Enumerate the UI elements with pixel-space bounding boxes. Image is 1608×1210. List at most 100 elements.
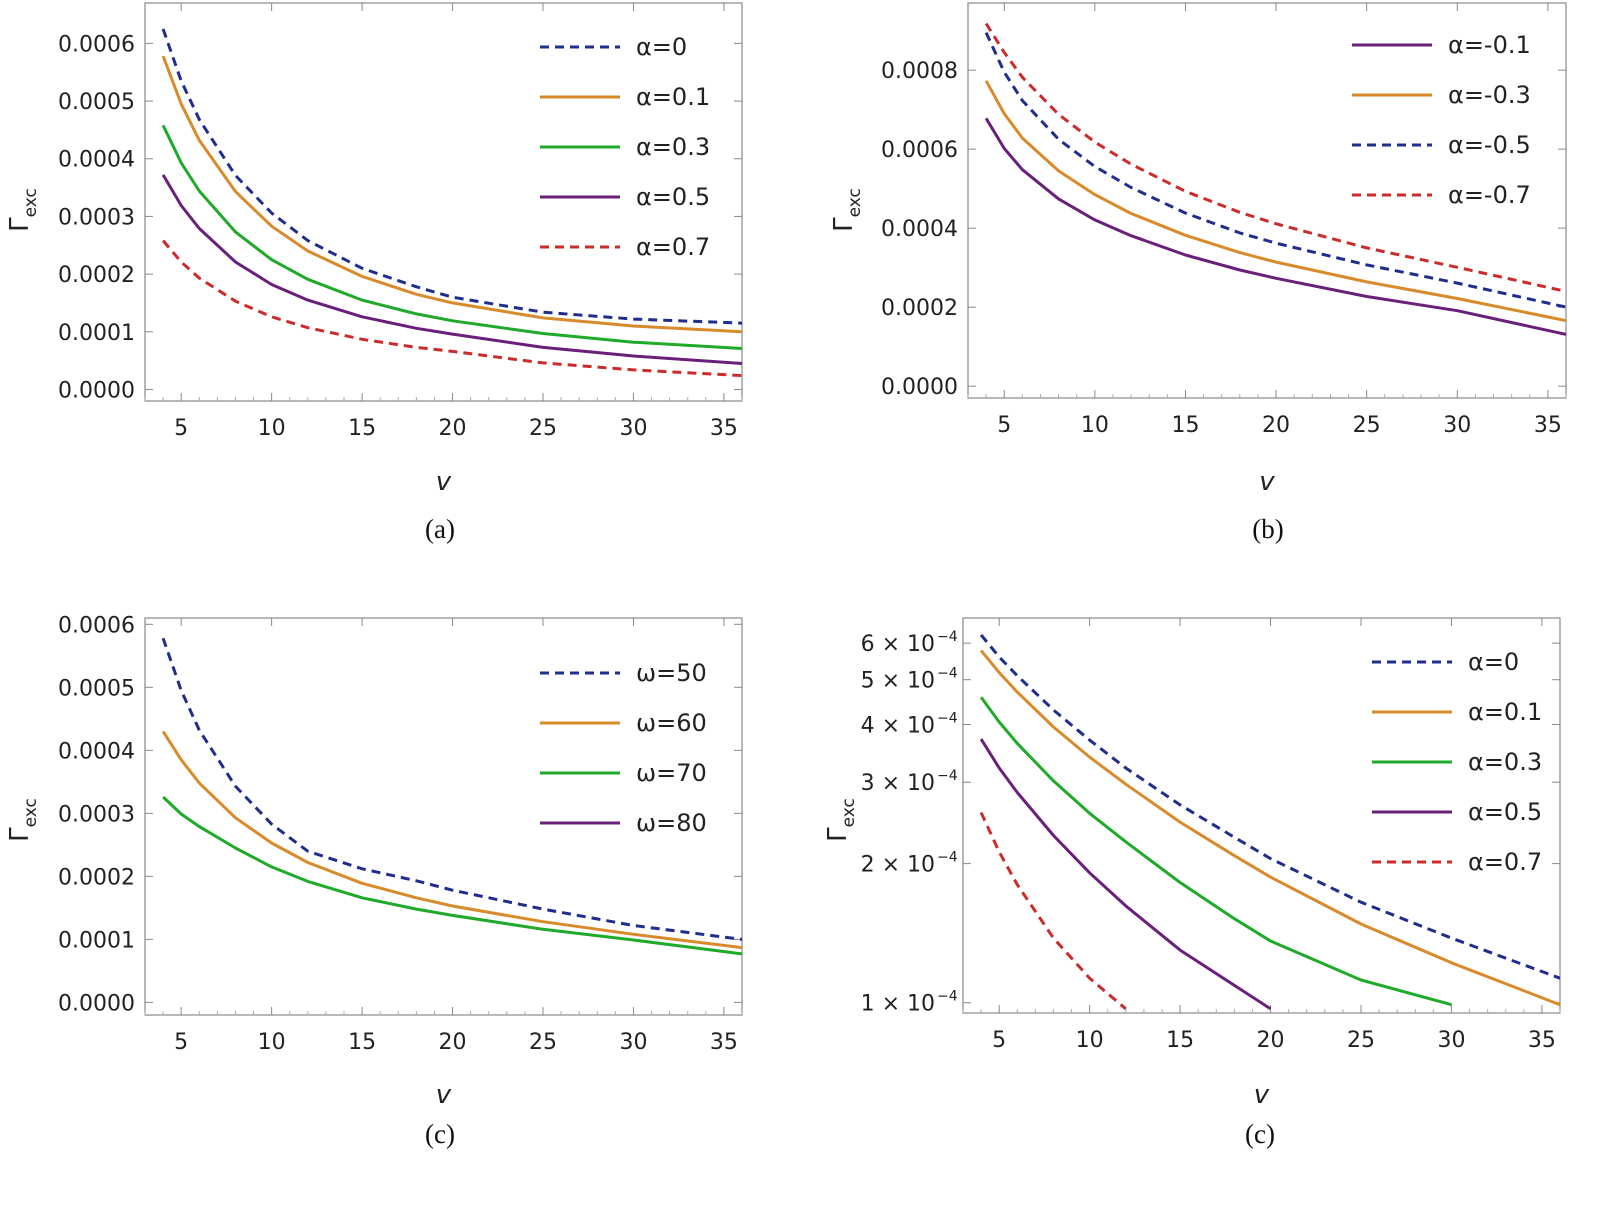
y-axis-label: Γexc <box>823 798 859 842</box>
y-tick-label: 5 × 10 <box>861 669 935 694</box>
series-line-ω=60 <box>161 730 742 950</box>
x-tick-label: 35 <box>710 1030 738 1055</box>
x-tick-label: 35 <box>710 416 738 441</box>
panel-caption: (c) <box>425 1119 455 1149</box>
legend-label: α=0.1 <box>636 83 710 111</box>
y-tick-label: 3 × 10 <box>861 771 935 796</box>
x-axis-label: v <box>436 467 452 497</box>
x-tick-label: 15 <box>348 1030 376 1055</box>
y-axis-label-main: Γ <box>5 827 35 842</box>
legend-label: α=0.5 <box>1468 798 1542 826</box>
panel-caption: (a) <box>425 514 455 544</box>
x-tick-label: 20 <box>439 1030 467 1055</box>
panel-c-linear: 5 10 15 20 25 30 35 0.0000 0.0001 0.0002 0.0003 0.0… <box>5 613 743 1149</box>
x-tick-label: 30 <box>1443 413 1471 438</box>
series-line-α=0.5 <box>979 738 1272 1011</box>
legend-label: ω=60 <box>636 709 707 737</box>
series-line-α=0.5 <box>161 174 742 365</box>
x-tick-label: 10 <box>258 1030 286 1055</box>
y-tick-label: 0.0004 <box>58 148 135 173</box>
y-tick-exponent: −4 <box>937 768 958 784</box>
y-tick-label: 0.0004 <box>58 739 135 764</box>
y-tick-label: 1 × 10 <box>861 992 935 1017</box>
plot-frame <box>144 2 743 402</box>
legend-label: α=0.5 <box>636 183 710 211</box>
panel-caption: (b) <box>1252 514 1283 544</box>
x-tick-label: 5 <box>174 1030 188 1055</box>
panel-b: 5 10 15 20 25 30 35 0.0000 0.0002 0.0004 0.0006 0.0… <box>829 2 1567 544</box>
x-tick-label: 15 <box>1166 1028 1194 1053</box>
legend-label: α=0.3 <box>1468 748 1542 776</box>
x-tick-label: 25 <box>1353 413 1381 438</box>
y-axis-label-subscript: exc <box>845 188 865 217</box>
y-tick-label: 0.0006 <box>58 613 135 638</box>
y-tick-label: 0.0000 <box>881 375 958 400</box>
x-tick-label: 25 <box>1347 1028 1375 1053</box>
series-line-α=0.7 <box>161 239 742 378</box>
legend-label: α=0.1 <box>1468 698 1542 726</box>
x-tick-label: 5 <box>992 1028 1006 1053</box>
legend-label: α=-0.3 <box>1448 81 1531 109</box>
y-tick-label: 0.0000 <box>58 991 135 1016</box>
y-tick-label: 0.0005 <box>58 676 135 701</box>
y-axis-label: Γexc <box>829 188 865 232</box>
x-tick-label: 30 <box>1437 1028 1465 1053</box>
y-tick-label: 0.0003 <box>58 802 135 827</box>
legend-label: α=0 <box>1468 648 1519 676</box>
series-line-α=0.3 <box>161 124 742 350</box>
x-tick-label: 15 <box>348 416 376 441</box>
y-axis-label-main: Γ <box>5 217 35 232</box>
legend-label: α=-0.7 <box>1448 181 1531 209</box>
y-axis-label-subscript: exc <box>21 798 41 827</box>
x-tick-label: 35 <box>1528 1028 1556 1053</box>
legend-label: ω=70 <box>636 759 707 787</box>
panel-a: 5 10 15 20 25 30 35 0.0000 0.0001 0.0002 0.0003 0.0… <box>5 2 743 544</box>
legend-label: α=0.7 <box>636 233 710 261</box>
x-axis-label: v <box>1259 467 1275 497</box>
x-tick-label: 5 <box>174 416 188 441</box>
series-line-α=0.1 <box>979 649 1560 1007</box>
y-tick-label: 0.0008 <box>881 59 958 84</box>
y-tick-label: 0.0003 <box>58 205 135 230</box>
x-axis-label: v <box>1254 1080 1270 1110</box>
y-tick-label: 0.0004 <box>881 217 958 242</box>
y-tick-label: 4 × 10 <box>861 713 935 738</box>
x-tick-label: 30 <box>619 1030 647 1055</box>
y-tick-label: 2 × 10 <box>861 853 935 878</box>
x-tick-label: 35 <box>1534 413 1562 438</box>
series-line-α=0.1 <box>161 55 742 334</box>
legend-label: ω=50 <box>636 659 707 687</box>
x-tick-label: 25 <box>529 1030 557 1055</box>
y-axis-label: Γexc <box>5 188 41 232</box>
y-tick-label: 0.0002 <box>881 296 958 321</box>
series-line-ω=50 <box>161 637 742 941</box>
legend-label: α=-0.1 <box>1448 31 1531 59</box>
series-line-α=-0.1 <box>984 117 1566 336</box>
y-tick-label: 0.0002 <box>58 263 135 288</box>
y-tick-exponent: −4 <box>937 710 958 726</box>
series-line-α=-0.3 <box>984 80 1566 323</box>
y-tick-exponent: −4 <box>937 989 958 1005</box>
y-axis-label-subscript: exc <box>21 188 41 217</box>
legend-label: α=0.7 <box>1468 848 1542 876</box>
series-line-α=0 <box>979 633 1560 980</box>
legend-label: ω=80 <box>636 809 707 837</box>
y-tick-label: 0.0006 <box>58 32 135 57</box>
legend-label: α=0 <box>636 33 687 61</box>
y-axis-label: Γexc <box>5 798 41 842</box>
y-tick-label: 0.0000 <box>58 378 135 403</box>
y-tick-exponent: −4 <box>937 850 958 866</box>
panel-c-log: 5 10 15 20 25 30 351 × 10 −42 × 10 −43 × 10 −44 ×… <box>823 617 1561 1149</box>
x-tick-label: 15 <box>1171 413 1199 438</box>
series-line-α=0.7 <box>979 811 1127 1010</box>
x-tick-label: 10 <box>258 416 286 441</box>
y-axis-label-main: Γ <box>829 217 859 232</box>
plot-frame <box>967 2 1567 399</box>
x-axis-label: v <box>436 1080 452 1110</box>
series-line-α=0.3 <box>979 696 1452 1007</box>
series-line-ω=70 <box>162 795 742 956</box>
y-tick-exponent: −4 <box>937 666 958 682</box>
panel-caption: (c) <box>1245 1119 1275 1149</box>
x-tick-label: 25 <box>529 416 557 441</box>
